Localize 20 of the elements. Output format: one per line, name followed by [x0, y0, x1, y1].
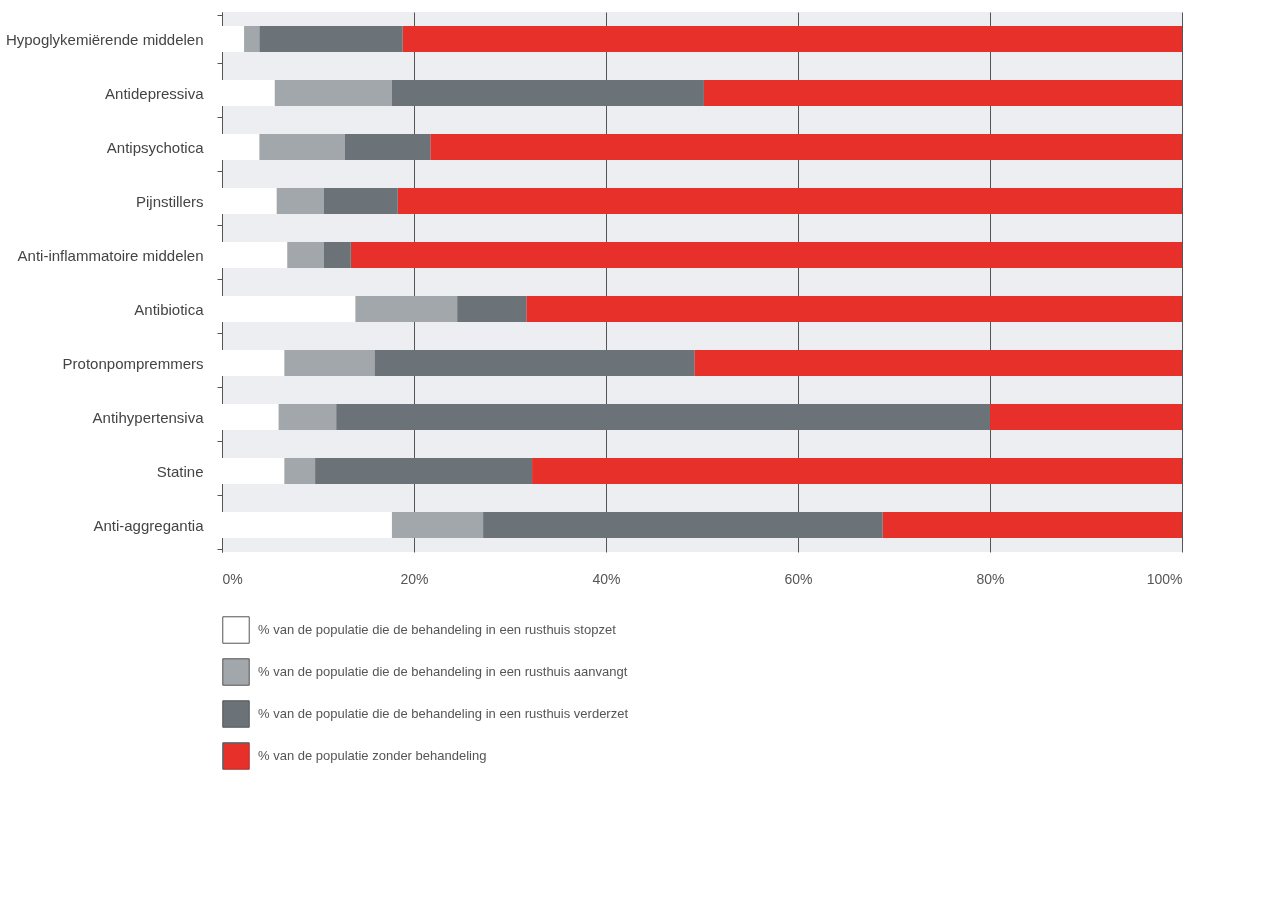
y-tick-label: Anti-aggregantia — [93, 516, 205, 534]
y-tick-label: Statine — [156, 462, 204, 480]
x-tick-label: 60% — [784, 570, 813, 587]
x-tick-label: 20% — [400, 570, 429, 587]
x-tick-label: 100% — [1146, 570, 1183, 587]
legend-label: % van de populatie die de behandeling in een rusthuis aanvangt — [258, 664, 628, 679]
y-tick-label: Anti-inflammatoire middelen — [17, 246, 204, 264]
y-tick-label: Antidepressiva — [105, 84, 205, 102]
y-tick-label: Hypoglykemiërende middelen — [5, 30, 204, 48]
y-tick-label: Protonpompremmers — [62, 354, 204, 372]
legend-label: % van de populatie die de behandeling in een rusthuis stopzet — [258, 622, 617, 637]
y-tick-label: Pijnstillers — [135, 192, 204, 210]
legend-label: % van de populatie zonder behandeling — [258, 748, 487, 763]
x-tick-label: 0% — [222, 570, 243, 587]
x-tick-label: 80% — [976, 570, 1005, 587]
y-tick-label: Antibiotica — [134, 300, 205, 318]
y-tick-label: Antipsychotica — [106, 138, 205, 156]
y-tick-label: Antihypertensiva — [92, 408, 205, 426]
legend-label: % van de populatie die de behandeling in een rusthuis verderzet — [258, 706, 629, 721]
x-tick-label: 40% — [592, 570, 621, 587]
